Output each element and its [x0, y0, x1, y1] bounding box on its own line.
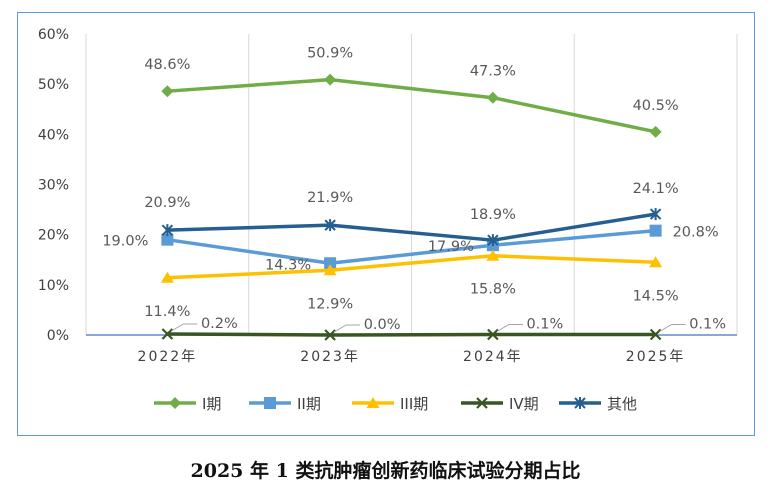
- data-label: 0.2%: [201, 316, 238, 332]
- data-marker-3: [323, 264, 337, 276]
- y-tick-label: 50%: [38, 77, 69, 93]
- y-tick-label: 20%: [38, 228, 69, 244]
- data-marker-1: [324, 73, 337, 86]
- legend-marker-5: [574, 397, 586, 409]
- legend-marker-2: [264, 397, 276, 409]
- data-label: 0.0%: [364, 317, 401, 333]
- legend-label: I期: [202, 395, 221, 413]
- series-line-1: [165, 77, 658, 134]
- data-label: 14.5%: [633, 288, 679, 304]
- data-marker-2: [324, 257, 337, 270]
- legend-marker-4: [476, 397, 488, 409]
- data-marker-4: [161, 328, 174, 340]
- y-tick-label: 30%: [38, 178, 69, 194]
- series-line-3: [165, 253, 658, 280]
- data-label: 0.1%: [689, 316, 726, 332]
- chart-frame: 0% 10% 20% 30% 40% 50% 60% 2022年 2023年 2024年 2025年…: [17, 12, 755, 436]
- data-marker-3: [649, 256, 663, 268]
- series-line-4: [165, 332, 658, 337]
- y-tick-label: 60%: [38, 27, 69, 43]
- data-marker-2: [161, 233, 174, 246]
- data-label: 20.9%: [144, 195, 190, 211]
- line-chart: 0% 10% 20% 30% 40% 50% 60% 2022年 2023年 2024年 2025年…: [38, 27, 738, 413]
- data-label: 11.4%: [144, 304, 190, 320]
- data-label: 48.6%: [144, 57, 190, 73]
- data-marker-2: [649, 224, 662, 237]
- y-tick-label: 0%: [47, 328, 69, 344]
- data-label: 19.0%: [102, 234, 148, 250]
- data-label: 21.9%: [307, 190, 353, 206]
- legend-marker-1: [169, 397, 181, 409]
- chart-caption: 2025 年 1 类抗肿瘤创新药临床试验分期占比: [190, 460, 581, 482]
- data-marker-4: [649, 328, 662, 341]
- data-label: 18.9%: [470, 207, 516, 223]
- data-marker-1: [649, 125, 662, 138]
- legend-marker-3: [366, 397, 380, 408]
- data-label: 40.5%: [633, 98, 679, 114]
- y-tick-label: 10%: [38, 278, 69, 294]
- data-label: 0.1%: [526, 316, 563, 332]
- y-tick-label: 40%: [38, 127, 69, 143]
- x-tick-label: 2025年: [626, 349, 686, 365]
- data-marker-1: [161, 85, 174, 98]
- data-marker-3: [486, 249, 500, 261]
- x-tick-label: 2023年: [300, 349, 360, 365]
- legend-label: II期: [297, 395, 321, 413]
- data-label: 24.1%: [633, 181, 679, 197]
- data-marker-5: [161, 224, 174, 237]
- data-label: 12.9%: [307, 296, 353, 312]
- data-label: 14.3%: [265, 257, 311, 273]
- data-marker-5: [324, 219, 336, 232]
- data-label: 15.8%: [470, 282, 516, 298]
- data-label: 50.9%: [307, 46, 353, 62]
- callout-line: [659, 323, 686, 332]
- x-tick-label: 2022年: [138, 349, 198, 365]
- legend-label: IV期: [509, 395, 539, 413]
- data-label: 47.3%: [470, 64, 516, 80]
- data-marker-5: [487, 234, 499, 247]
- data-marker-5: [649, 208, 662, 221]
- legend-label: III期: [400, 395, 428, 413]
- data-label: 20.8%: [673, 225, 719, 241]
- callout-line: [333, 324, 361, 333]
- data-marker-3: [160, 271, 174, 283]
- x-tick-label: 2024年: [463, 349, 523, 365]
- data-marker-4: [324, 329, 336, 341]
- callout-line: [171, 323, 198, 332]
- series-line-5: [165, 212, 658, 242]
- data-marker-4: [487, 328, 499, 341]
- callout-line: [496, 323, 523, 332]
- data-label: 17.9%: [428, 239, 474, 255]
- series-line-2: [165, 228, 658, 266]
- legend-label: 其他: [607, 395, 637, 413]
- data-marker-1: [486, 91, 499, 104]
